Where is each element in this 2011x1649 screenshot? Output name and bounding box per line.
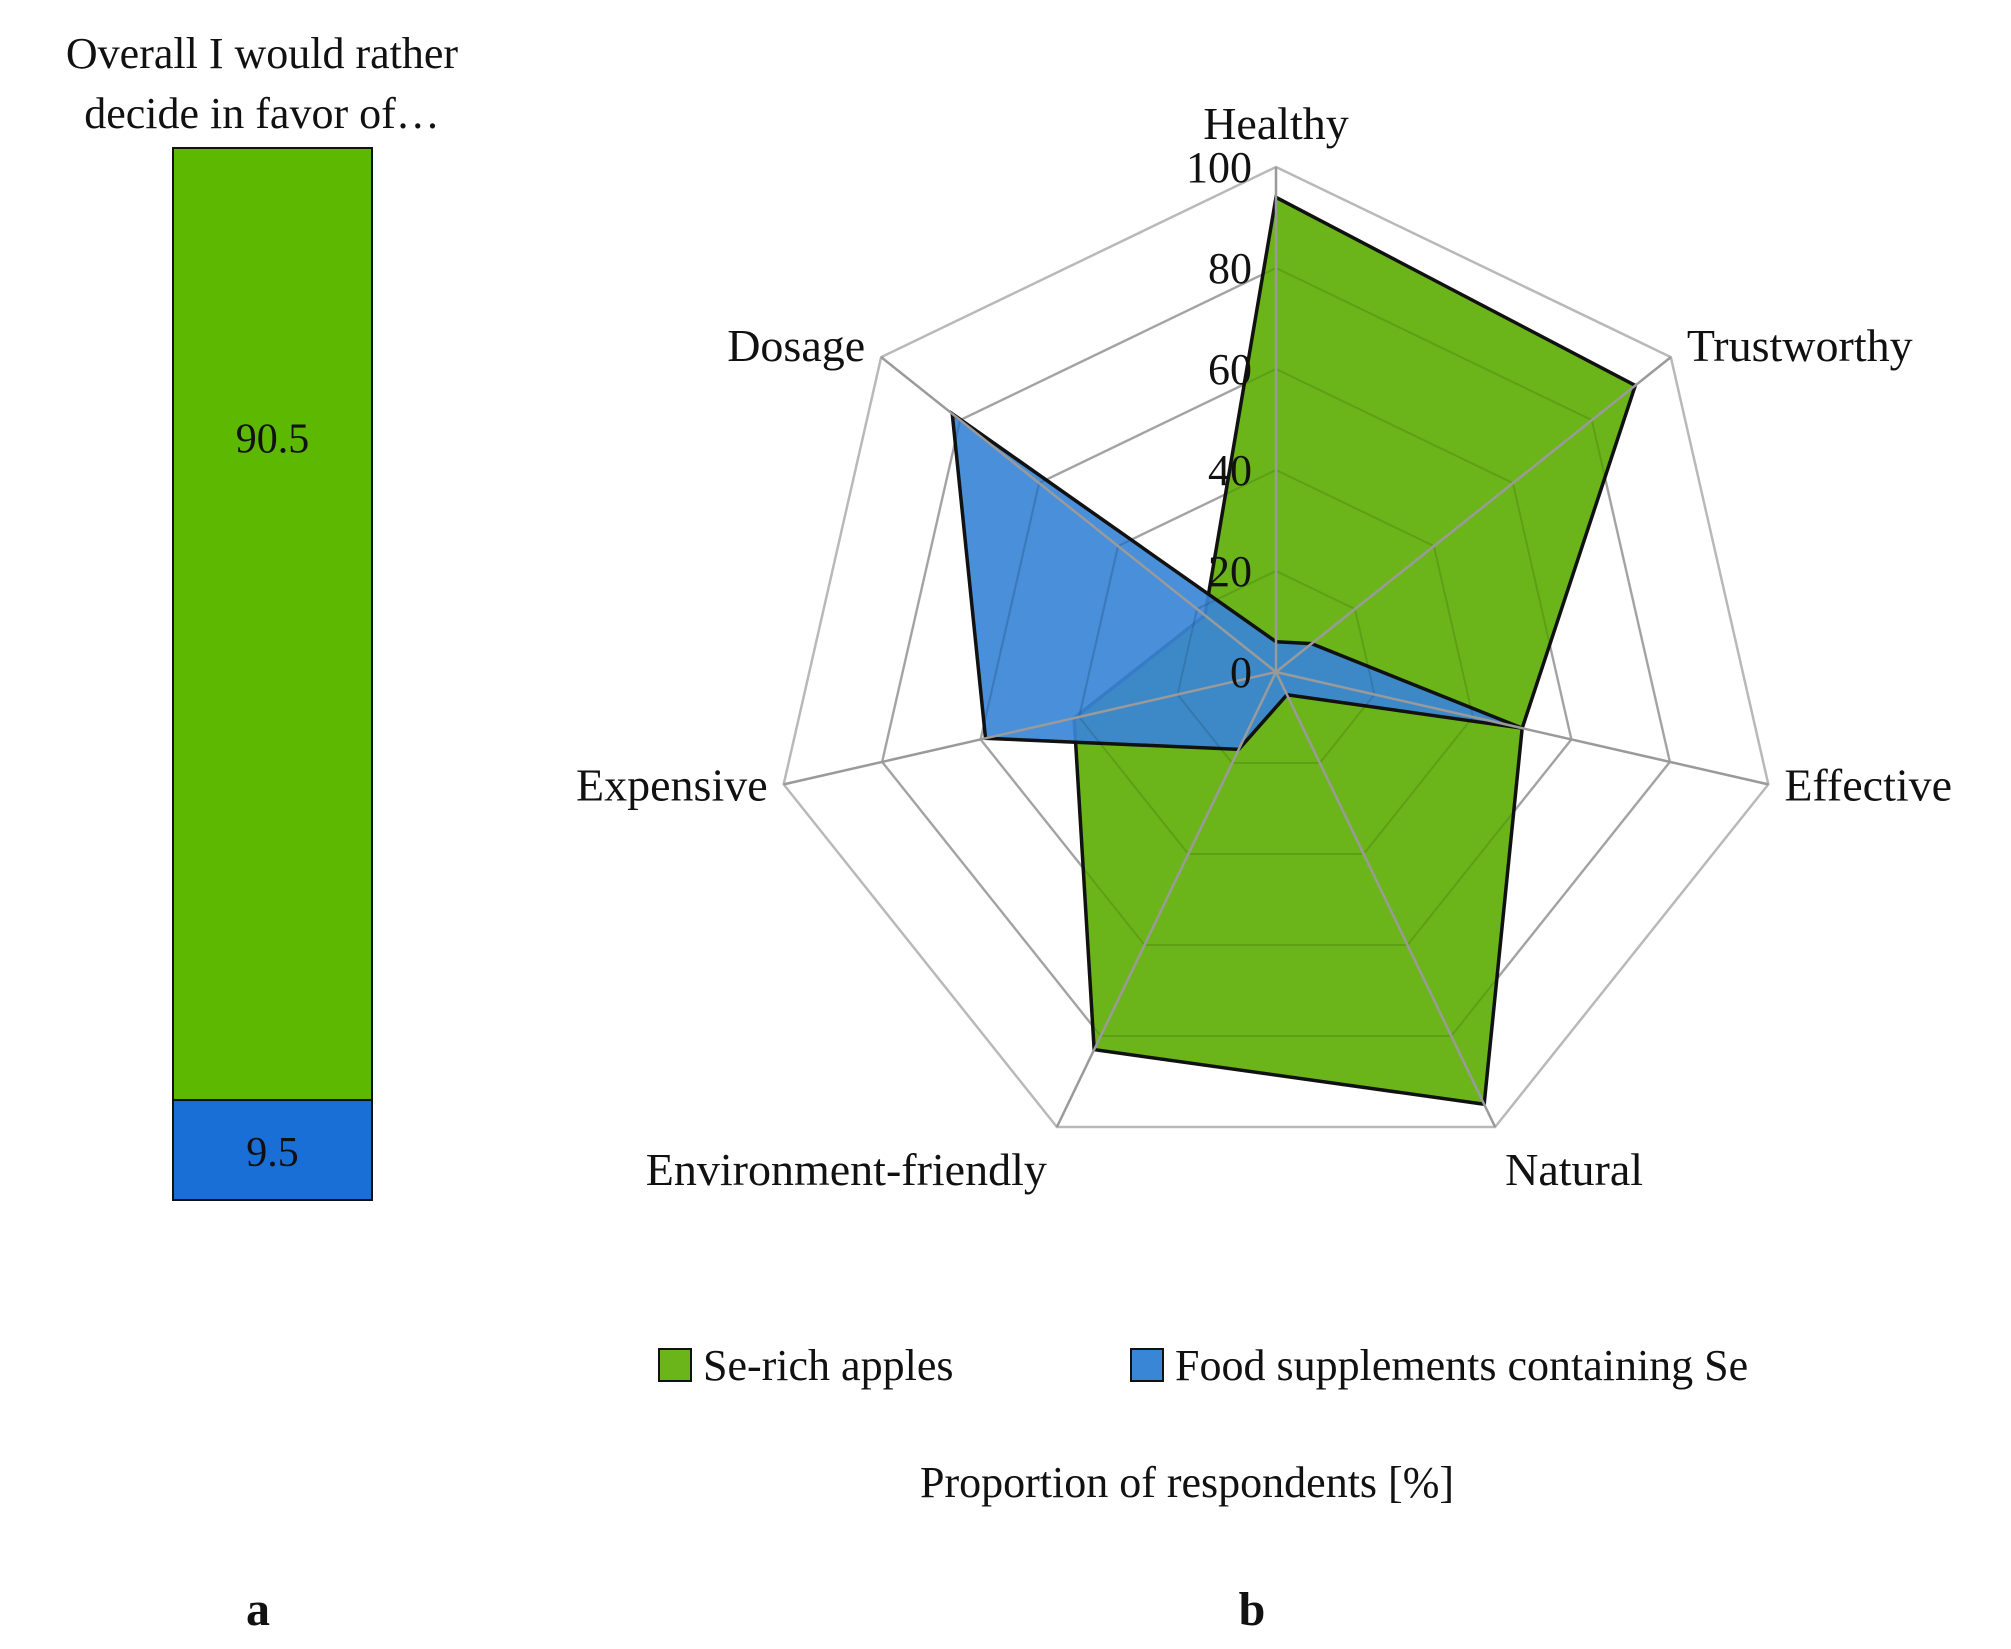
x-axis-caption: Proportion of respondents [%] <box>920 1458 1454 1507</box>
radar-axis-label-dosage: Dosage <box>727 320 865 371</box>
panel-a-stacked-bar: Overall I would rather decide in favor o… <box>66 29 459 1202</box>
radar-tick-labels: 0 20 40 60 80 100 <box>1186 143 1252 697</box>
radar-axis-label-expensive: Expensive <box>576 759 768 810</box>
radar-grid-ring-100 <box>782 165 1770 1129</box>
radar-axis-label-effective: Effective <box>1784 759 1952 810</box>
radar-tick-label-0: 0 <box>1230 648 1252 697</box>
radar-spoke-expensive <box>783 670 1277 786</box>
radar-tick-label-80: 80 <box>1208 244 1252 293</box>
radar-tick-label-60: 60 <box>1208 345 1252 394</box>
radar-series-food-supplements <box>950 410 1523 752</box>
legend-swatch-food-supplements <box>1130 1348 1164 1382</box>
panel-letter-b: b <box>1239 1583 1266 1636</box>
radar-grid-overlay-60 <box>979 367 1573 946</box>
radar-tick-label-100: 100 <box>1186 143 1252 192</box>
panel-letter-a: a <box>246 1583 270 1636</box>
bar-value-label-se-rich-apples: 90.5 <box>236 417 310 463</box>
legend: Se-rich apples Food supplements containi… <box>658 1341 1748 1390</box>
radar-spokes <box>783 167 1769 1128</box>
radar-spoke-dosage <box>880 356 1277 673</box>
legend-label-se-rich-apples: Se-rich apples <box>703 1341 953 1390</box>
legend-label-food-supplements: Food supplements containing Se <box>1175 1341 1748 1390</box>
panel-b-radar-chart: 0 20 40 60 80 100 Healthy Trustworthy Effective… <box>576 98 1952 1195</box>
radar-tick-label-20: 20 <box>1208 547 1252 596</box>
radar-spoke-natural <box>1274 671 1497 1128</box>
legend-swatch-se-rich-apples <box>658 1348 692 1382</box>
bar-chart-title-line-1: Overall I would rather <box>66 29 459 78</box>
radar-grid-overlay-40 <box>1077 468 1475 855</box>
bar-segment-food-supplements <box>172 1099 373 1202</box>
bar-segment-se-rich-apples <box>172 147 373 1102</box>
radar-axis-label-natural: Natural <box>1505 1144 1643 1195</box>
radar-axis-labels: Healthy Trustworthy Effective Natural Enviro… <box>576 98 1952 1195</box>
radar-grid-overlay-80 <box>881 266 1671 1037</box>
radar-spoke-environment-friendly <box>1055 671 1278 1128</box>
radar-tick-label-40: 40 <box>1208 446 1252 495</box>
radar-spoke-effective <box>1275 670 1769 786</box>
radar-spoke-trustworthy <box>1275 356 1672 673</box>
radar-axis-label-trustworthy: Trustworthy <box>1687 320 1913 371</box>
radar-series <box>881 194 1671 1107</box>
radar-axis-label-healthy: Healthy <box>1203 98 1349 149</box>
radar-axis-label-environment-friendly: Environment-friendly <box>646 1144 1047 1195</box>
bar-value-label-food-supplements: 9.5 <box>246 1130 299 1176</box>
bar-chart-title-line-2: decide in favor of… <box>84 89 440 138</box>
radar-grid-overlay-20 <box>1176 569 1376 764</box>
